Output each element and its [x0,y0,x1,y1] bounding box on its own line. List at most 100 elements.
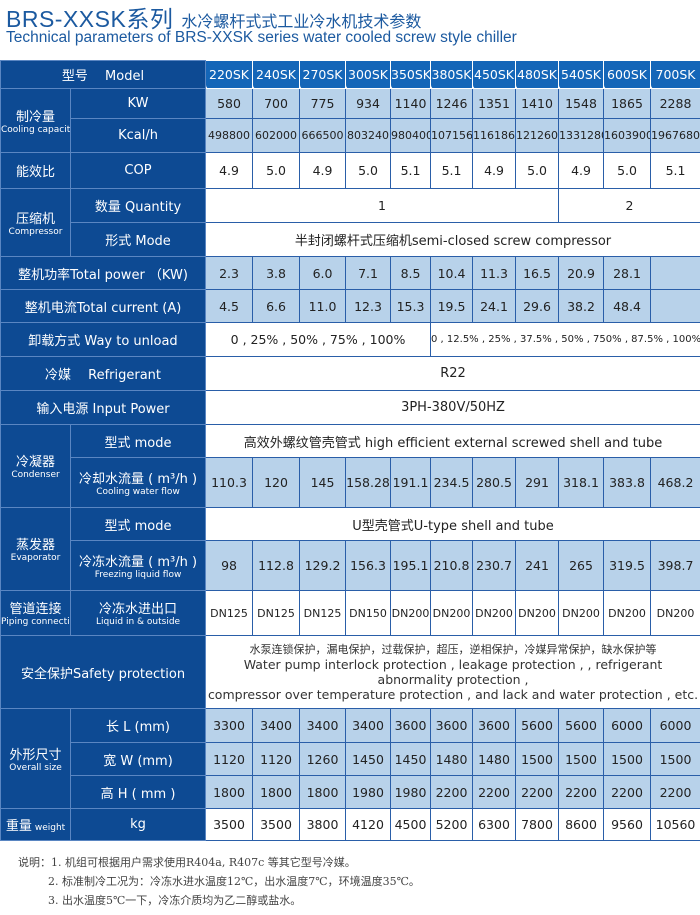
value-cell-text: 1120 [213,751,245,767]
value-cell-text: 3600 [478,718,510,733]
model-column-header-text: 450SK [474,67,515,82]
value-cell: 4.9 [472,152,517,189]
value-cell-text: DN200 [391,606,430,620]
value-cell-text: 2288 [659,96,692,111]
spec-table: 型号 Model 220SK 240SK 270SK 300SK 350SK 380SK 45… [0,60,700,841]
value-cell-text: 468.2 [657,475,694,490]
value-cell-text: 1548 [565,96,597,111]
model-column-header: 700SK [650,60,700,89]
value-cell: 6000 [650,708,700,743]
freezing-liquid-flow-label: 冷冻水流量 ( m³/h ) Freezing liquid flow [69,540,207,591]
cooling-water-flow-label-sub: Cooling water flow [96,486,180,497]
value-cell: 291 [515,457,560,508]
value-cell-text: 156.3 [350,558,386,573]
table-row: Kcal/h 498800 602000 666500 803240 980400 1071… [1,118,700,153]
value-cell: 1331280 [558,118,605,153]
value-cell-text: DN200 [562,606,600,620]
value-cell: 5200 [430,808,474,841]
condenser-mode-label: 型式 mode [69,424,207,458]
refrigerant-value: R22 [205,356,700,391]
value-cell-text: 48.4 [613,298,641,314]
value-cell-text: 120 [264,475,288,490]
value-cell-text: 210.8 [433,558,470,573]
quantity-value: 2 [558,188,700,223]
value-cell: 10.4 [430,256,474,290]
value-cell-text: 3500 [213,817,245,832]
value-cell: 4.5 [205,289,254,323]
input-power-label: 输入电源 Input Power [0,390,207,425]
dimensions-label: 外形尺寸 Overall size [0,708,71,809]
value-cell-text: 5600 [521,718,553,733]
compressor-mode-label: 形式 Mode [69,222,207,257]
value-cell: DN200 [603,590,652,636]
value-cell: 158.28 [345,457,392,508]
value-cell: 1980 [390,775,432,809]
quantity-label: 数量 Quantity [69,188,207,223]
value-cell-text: DN125 [210,606,248,620]
unload-value-b-text: 0 , 12.5% , 25% , 37.5% , 50% , 750% , 8… [431,334,700,345]
model-column-header: 450SK [472,60,517,89]
value-cell-text: 319.5 [609,558,645,573]
value-cell: 1071560 [430,118,474,153]
value-cell-text: 580 [217,96,241,111]
value-cell: 3600 [430,708,474,743]
value-cell-text: 3400 [352,718,384,733]
evaporator-mode-value: U型壳管式U-type shell and tube [205,507,700,541]
value-cell: DN150 [345,590,392,636]
value-cell: 1351 [472,88,517,119]
value-cell: 15.3 [390,289,432,323]
value-cell-text: 16.5 [523,265,551,281]
value-cell: 2.3 [205,256,254,290]
value-cell-text: 1246 [435,96,468,111]
value-cell-text: 28.1 [613,265,641,281]
value-cell: 980400 [390,118,432,153]
value-cell: 1800 [205,775,254,809]
table-row: 压缩机 Compressor 数量 Quantity 1 2 [0,188,700,257]
value-cell: 1410 [515,88,560,119]
value-cell-text: 5.1 [400,163,421,178]
value-cell-text: 4.9 [571,163,591,178]
table-row: 整机功率Total power （KW) 2.3 3.8 6.0 7.1 8.5 10.4 1… [0,256,700,290]
input-power-value-text: 3PH-380V/50HZ [401,400,505,415]
value-cell: 1450 [390,742,432,776]
value-cell: 38.2 [558,289,605,323]
value-cell-text: 1500 [659,751,692,767]
value-cell-text: 3400 [260,718,292,733]
value-cell-text: 280.5 [476,475,512,490]
value-cell: 1212600 [515,118,560,153]
value-cell-text: 980400 [391,129,431,142]
cooling-water-flow-label-text: 冷却水流量 ( m³/h ) [78,471,198,487]
value-cell: 1140 [390,88,432,119]
value-cell-text: 5.0 [617,163,637,178]
value-cell: 4.9 [558,152,605,189]
value-cell: 2288 [650,88,700,119]
title-main: BRS-XXSK系列 [6,6,174,32]
safety-label: 安全保护Safety protection [0,635,207,709]
value-cell: 318.1 [558,457,605,508]
value-cell: 5.0 [515,152,560,189]
total-power-label-text: 整机功率Total power （KW) [18,267,188,283]
model-column-header: 350SK [390,60,432,89]
value-cell-text: 6000 [659,718,692,733]
value-cell-text: 3.8 [266,265,286,281]
value-cell: 1246 [430,88,474,119]
safety-line: compressor over temperature protection ,… [207,687,699,702]
model-header-text: 型号 Model [61,69,145,84]
model-column-header-text: 220SK [209,67,250,82]
value-cell-text: 398.7 [657,558,694,573]
value-cell-text: 3800 [306,817,339,832]
value-cell: 1865 [603,88,652,119]
value-cell: 280.5 [472,457,517,508]
table-row: 重量 weight kg 3500 3500 3800 4120 4500 5200 6300 78… [0,808,700,841]
value-cell-text: 29.6 [523,298,551,314]
unload-value-b: 0 , 12.5% , 25% , 37.5% , 50% , 750% , 8… [430,322,700,357]
value-cell-text: 129.2 [304,558,341,573]
kcal-label: Kcal/h [69,118,207,153]
value-cell-text: 1351 [478,96,510,111]
value-cell-text: 5.0 [266,163,286,178]
model-column-header-text: 600SK [607,67,648,82]
value-cell: 580 [205,88,254,119]
model-column-header: 240SK [252,60,301,89]
value-cell: 5.0 [252,152,301,189]
total-current-label: 整机电流Total current (A) [0,289,207,323]
